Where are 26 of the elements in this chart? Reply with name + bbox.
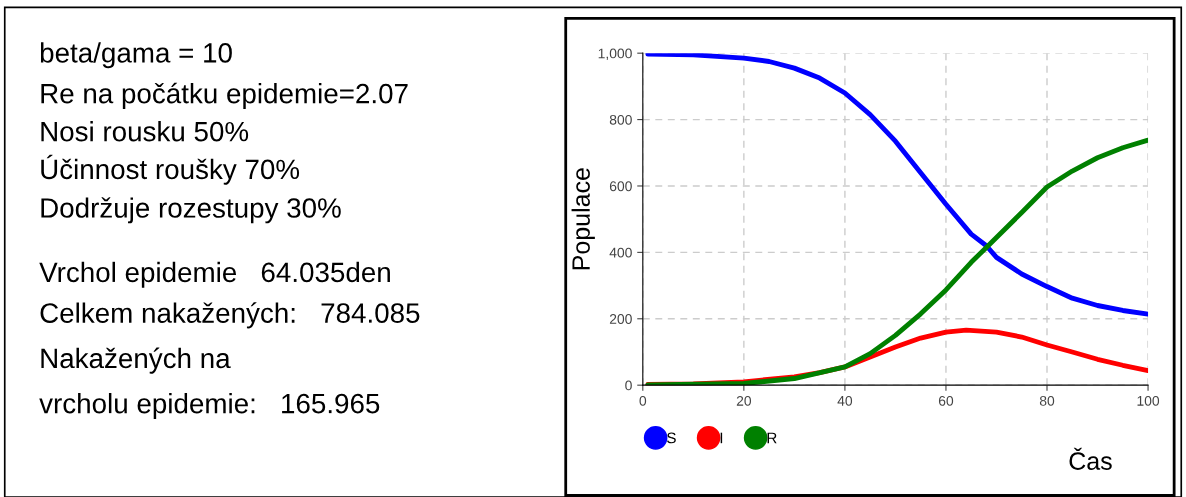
x-tick-label: 80 xyxy=(1039,395,1055,406)
text: Re na počátku epidemie=2.07 xyxy=(41,82,408,109)
x-tick-label: 20 xyxy=(736,395,752,406)
text: Nosi rousku 50% xyxy=(41,121,249,142)
y-tick-label: 200 xyxy=(609,314,632,324)
y-tick-label: 0 xyxy=(625,380,632,391)
text: Vrchol epidemie 64.035den xyxy=(39,261,390,288)
x-tick-label: 100 xyxy=(1137,395,1160,406)
x-tick-label: 0 xyxy=(639,395,647,406)
text: Celkem nakažených: 784.085 xyxy=(40,302,420,329)
x-axis-title: Čas xyxy=(1069,447,1112,470)
y-tick-label: 400 xyxy=(609,247,632,258)
y-tick-label: 800 xyxy=(609,114,632,125)
text: vrcholu epidemie: 165.965 xyxy=(39,393,380,419)
text: Účinnost roušky 70% xyxy=(41,154,300,185)
y-tick-label: 1,000 xyxy=(598,48,632,60)
legend-label: R xyxy=(767,432,777,444)
y-axis-title: Populace xyxy=(571,168,595,270)
y-tick-label: 600 xyxy=(609,181,632,192)
x-tick-label: 40 xyxy=(837,395,853,406)
legend-label: I xyxy=(720,432,723,444)
text: Dodržuje rozestupy 30% xyxy=(41,197,341,224)
legend-label: S xyxy=(667,432,676,444)
text: Nakažených na xyxy=(41,347,231,374)
x-tick-label: 60 xyxy=(938,395,954,406)
text: beta/gama = 10 xyxy=(40,42,232,69)
